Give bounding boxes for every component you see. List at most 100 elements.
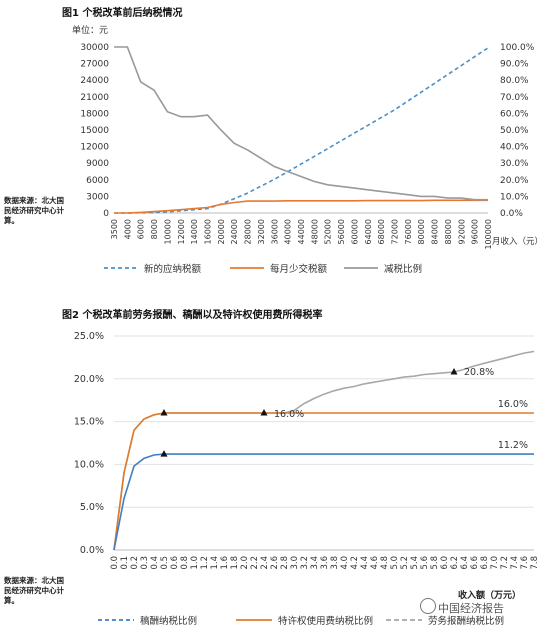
fig2-xtick: 5.8 <box>430 556 440 570</box>
fig2-xtick: 6.8 <box>480 556 490 570</box>
fig2-xtick: 5.4 <box>410 556 420 570</box>
fig2-ytick: 20.0% <box>74 374 104 385</box>
fig2-xtick: 0.1 <box>120 556 130 570</box>
fig2-xtick: 6.6 <box>470 556 480 570</box>
fig1-ytick-right: 100.0% <box>500 43 535 53</box>
fig2-xtick: 7.6 <box>520 556 530 570</box>
fig2-xtick: 3.6 <box>320 556 330 570</box>
fig1-xtick: 44000 <box>297 219 306 244</box>
fig1-ytick-right: 60.0% <box>500 109 529 119</box>
fig2-xtick: 3.2 <box>300 556 310 570</box>
fig2-ytick: 25.0% <box>74 331 104 342</box>
fig2-xtick: 5.0 <box>390 556 400 570</box>
fig2-xtick: 0.4 <box>150 556 160 570</box>
fig1-xtick: 6000 <box>137 219 146 239</box>
fig1-ytick-right: 90.0% <box>500 60 529 70</box>
fig1-unit: 单位：元 <box>72 26 109 36</box>
fig1-ytick-right: 50.0% <box>500 126 529 136</box>
fig2-xtick: 1.8 <box>230 556 240 570</box>
fig2-series-line <box>113 453 534 551</box>
fig2-xtick: 3.0 <box>290 556 300 570</box>
fig2-xtick: 0.0 <box>110 556 120 570</box>
fig1-ytick-left: 6000 <box>86 176 109 186</box>
fig1-legend-label: 每月少交税额 <box>270 263 328 275</box>
fig2-marker <box>260 409 268 416</box>
watermark: 中国经济报告 <box>438 602 504 615</box>
fig1-xtick: 76000 <box>404 219 413 244</box>
fig1-xtick: 56000 <box>337 219 346 244</box>
fig2-annotation: 16.0% <box>274 409 304 420</box>
fig2-xtick: 0.2 <box>130 556 140 570</box>
fig1-xtick: 84000 <box>431 219 440 244</box>
fig1-xtick: 68000 <box>377 219 386 244</box>
fig2-legend-label: 稿酬纳税比例 <box>140 615 197 627</box>
fig1-xtick: 36000 <box>270 219 279 244</box>
fig2-xtick: 4.0 <box>340 556 350 570</box>
fig2-xtick: 2.2 <box>250 556 260 570</box>
fig1-xtick: 60000 <box>350 219 359 244</box>
fig1-legend-label: 新的应纳税额 <box>144 263 202 275</box>
fig2-xtick: 7.0 <box>490 556 500 570</box>
fig1-ytick-right: 80.0% <box>500 76 529 86</box>
fig2-xtick: 6.2 <box>450 556 460 570</box>
fig2-xtick: 0.8 <box>180 556 190 570</box>
fig2-xtick: 7.8 <box>530 556 540 570</box>
fig1-xtick: 3500 <box>110 219 119 239</box>
fig2-xtick: 1.0 <box>190 556 200 570</box>
fig1-xtick: 64000 <box>364 219 373 244</box>
fig2-xtick: 7.2 <box>500 556 510 570</box>
fig2-xtick: 1.2 <box>200 556 210 570</box>
wechat-icon <box>420 598 436 614</box>
fig1-ytick-left: 30000 <box>80 43 109 53</box>
fig1-ytick-right: 0.0% <box>500 209 523 219</box>
fig1-xtick: 40000 <box>284 219 293 244</box>
fig2-xtick: 6.0 <box>440 556 450 570</box>
fig1-xtick: 52000 <box>324 219 333 244</box>
fig2-xtick: 5.2 <box>400 556 410 570</box>
fig2-xtick: 2.6 <box>270 556 280 570</box>
fig1-series-line <box>114 47 489 214</box>
fig2-title: 图2 个税改革前劳务报酬、稿酬以及特许权使用费所得税率 <box>62 310 323 321</box>
fig2-xtick: 4.2 <box>350 556 360 570</box>
fig1-ytick-right: 40.0% <box>500 143 529 153</box>
fig2-legend-label: 劳务报酬纳税比例 <box>428 615 504 627</box>
fig2-xtick: 1.6 <box>220 556 230 570</box>
fig2-marker <box>160 409 168 416</box>
fig2-xtick: 5.6 <box>420 556 430 570</box>
fig1-ytick-left: 3000 <box>86 192 109 202</box>
fig1-xtick: 80000 <box>417 219 426 244</box>
fig1-xtick: 92000 <box>457 219 466 244</box>
fig2-annotation: 20.8% <box>464 367 494 378</box>
fig2-legend-label: 特许权使用费纳税比例 <box>278 615 373 627</box>
fig2-xtick: 3.8 <box>330 556 340 570</box>
fig1-ytick-left: 24000 <box>80 76 109 86</box>
fig2-source: 数据来源：北大国民经济研究中心计算。 <box>4 576 64 605</box>
fig2-xtick: 2.4 <box>260 556 270 570</box>
fig1-legend-label: 减税比例 <box>384 263 422 275</box>
fig2-xtick: 0.6 <box>170 556 180 570</box>
fig1-xtick: 16000 <box>204 219 213 244</box>
fig2-xtick: 2.8 <box>280 556 290 570</box>
fig1-x-label: 月收入（元） <box>492 236 543 247</box>
fig1-xtick: 32000 <box>257 219 266 244</box>
fig1-title: 图1 个税改革前后纳税情况 <box>62 8 183 19</box>
fig2-series-line <box>113 412 534 551</box>
fig1-xtick: 24000 <box>230 219 239 244</box>
fig2-xtick: 1.4 <box>210 556 220 570</box>
fig1-xtick: 100000 <box>484 219 493 250</box>
fig1-series-line <box>113 199 488 214</box>
fig1-source: 数据来源：北大国民经济研究中心计算。 <box>4 196 64 225</box>
fig2-annotation: 16.0% <box>498 399 528 410</box>
fig2-marker <box>450 367 458 375</box>
fig2-xtick: 0.5 <box>160 556 170 570</box>
fig2-series-line <box>113 350 535 551</box>
fig2-xtick: 3.4 <box>310 556 320 570</box>
fig2-xtick: 0.3 <box>140 556 150 570</box>
fig1-ytick-left: 15000 <box>80 126 109 136</box>
fig2-ytick: 15.0% <box>74 417 104 428</box>
fig2-x-label: 收入额（万元） <box>458 589 521 601</box>
fig2-xtick: 4.4 <box>360 556 370 570</box>
fig1-ytick-left: 9000 <box>86 159 109 169</box>
fig2-xtick: 4.6 <box>370 556 380 570</box>
fig1-xtick: 48000 <box>310 219 319 244</box>
